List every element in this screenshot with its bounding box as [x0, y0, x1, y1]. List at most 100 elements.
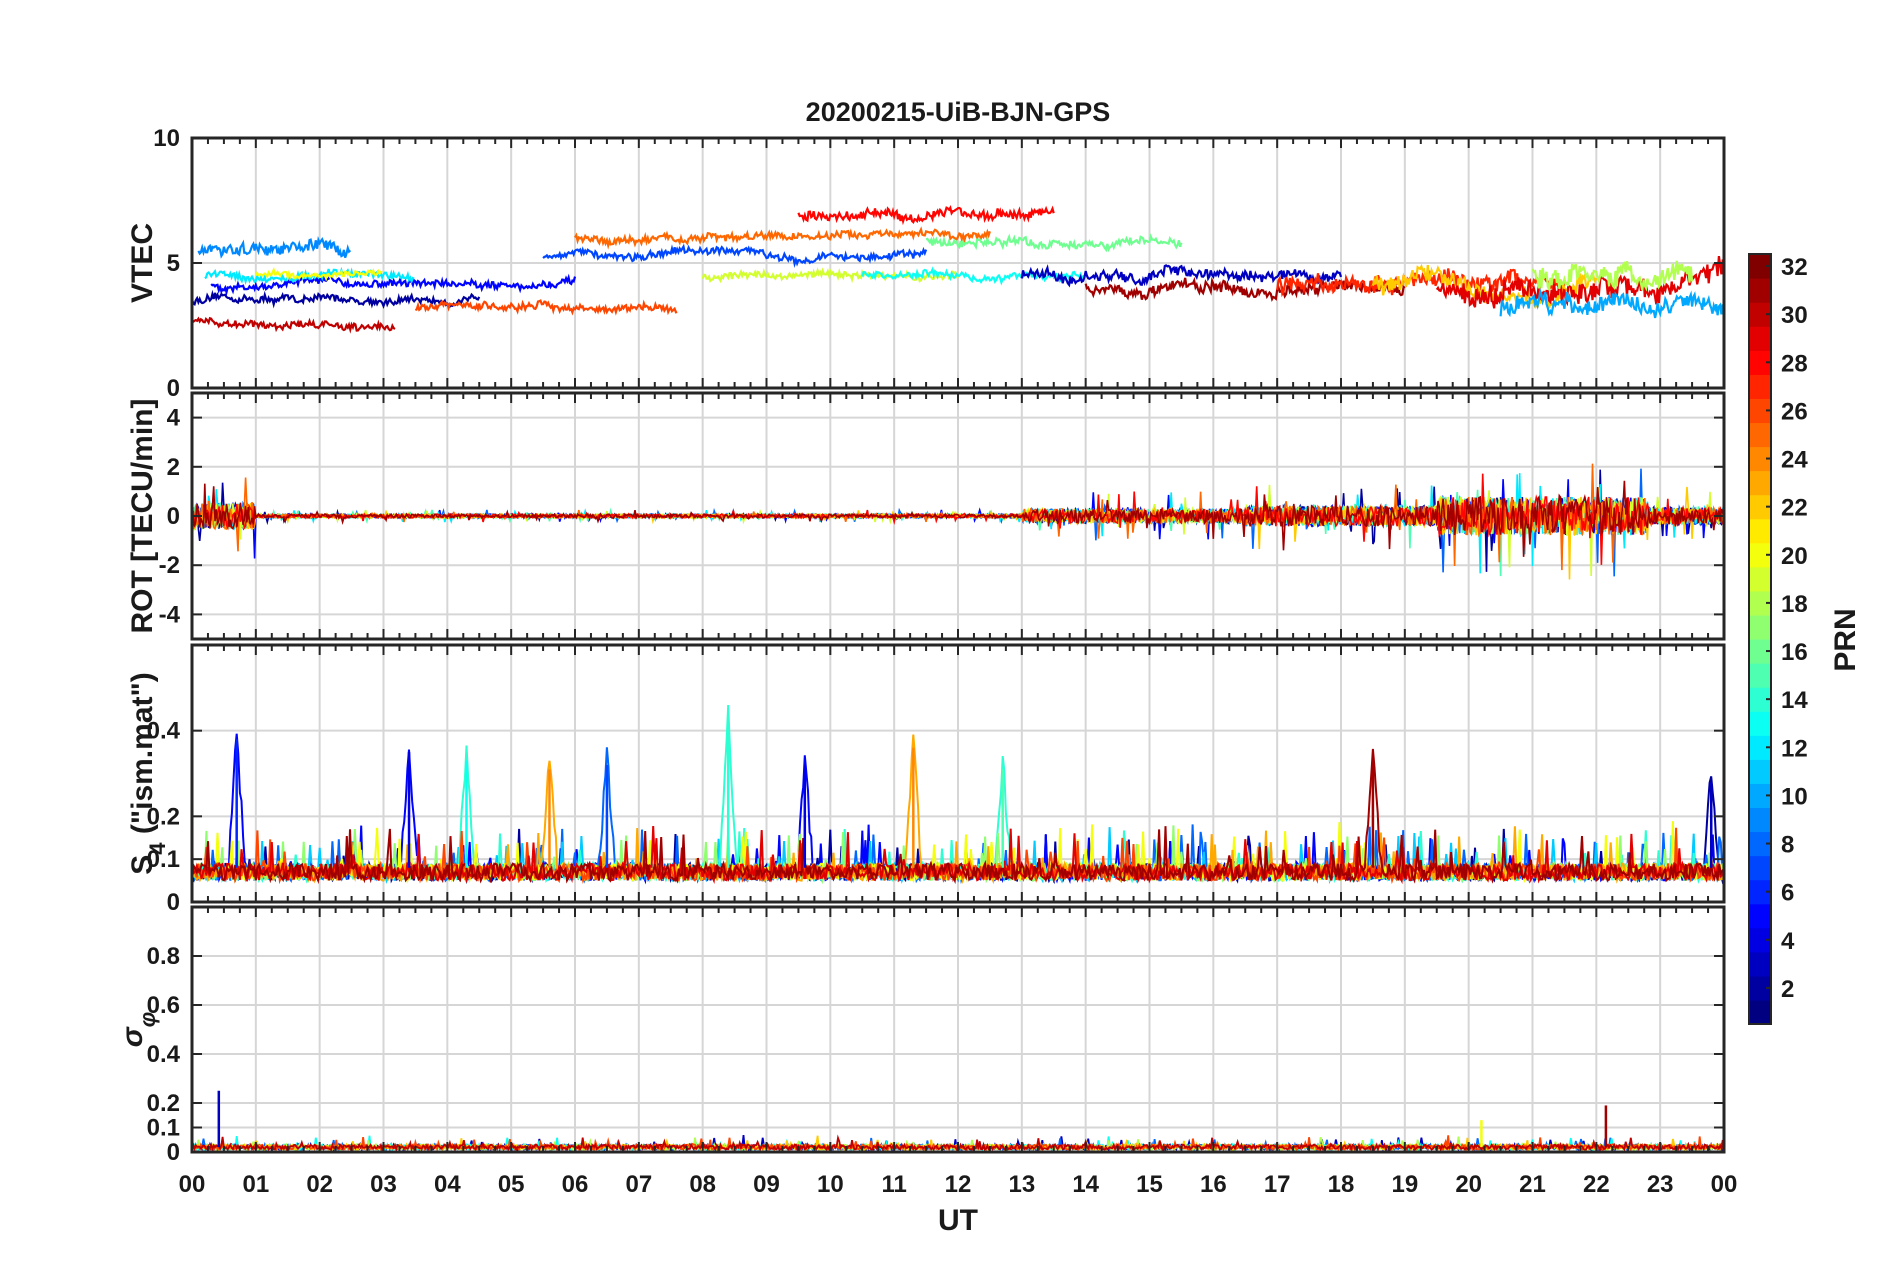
x-tick-label: 05 — [498, 1171, 525, 1198]
x-tick-label: 09 — [753, 1171, 780, 1198]
vtec-line-prn-2 — [192, 289, 481, 310]
colorbar-segment-prn-16 — [1749, 639, 1771, 664]
colorbar-segment-prn-23 — [1749, 470, 1771, 496]
colorbar-frame — [1748, 253, 1772, 1025]
y-tick-label-s4: 0.2 — [147, 803, 180, 830]
x-tick-label: 23 — [1647, 1171, 1674, 1198]
colorbar-segment-prn-18 — [1749, 590, 1771, 616]
colorbar-segment-prn-7 — [1749, 855, 1771, 881]
y-axis-label-sigma_phi: σφ — [116, 1012, 160, 1047]
x-tick-label: 16 — [1200, 1171, 1227, 1198]
colorbar-segment-prn-15 — [1749, 663, 1771, 688]
vtec-line-prn-16 — [925, 233, 1183, 253]
colorbar-segment-prn-27 — [1749, 374, 1771, 399]
colorbar-segment-prn-32 — [1749, 254, 1771, 279]
colorbar-segment-prn-19 — [1749, 566, 1771, 592]
series-group-s4 — [192, 704, 1724, 885]
colorbar-segment-prn-11 — [1749, 759, 1771, 784]
panel-rot: -4 -2 0 2 4 ROT [TECU/min] — [126, 391, 1726, 641]
colorbar-segment-prn-28 — [1749, 350, 1771, 375]
y-label-main: S — [126, 855, 159, 875]
colorbar-segment-prn-8 — [1749, 831, 1771, 857]
y-tick-label-vtec: 10 — [153, 125, 180, 152]
colorbar-segment-prn-4 — [1749, 927, 1771, 953]
colorbar-tick-label: 32 — [1781, 254, 1808, 281]
vtec-line-prn-10 — [1499, 287, 1724, 319]
vtec-line-prn-19 — [701, 266, 959, 284]
y-tick-label-rot: -2 — [159, 552, 180, 579]
y-label-sub: 4 — [145, 842, 170, 855]
vtec-line-prn-26 — [414, 299, 678, 316]
colorbar-tick-label: 2 — [1781, 976, 1794, 1003]
x-tick-label: 13 — [1008, 1171, 1035, 1198]
x-tick-label: 00 — [179, 1171, 206, 1198]
colorbar-segment-prn-1 — [1749, 999, 1771, 1025]
vtec-line-prn-29 — [1435, 255, 1724, 309]
y-tick-label-rot: 2 — [167, 454, 180, 481]
x-tick-label: 00 — [1711, 1171, 1738, 1198]
y-tick-label-rot: 4 — [167, 405, 181, 432]
colorbar-segment-prn-13 — [1749, 711, 1771, 736]
x-tick-label: 22 — [1583, 1171, 1610, 1198]
colorbar-segment-prn-29 — [1749, 326, 1771, 351]
colorbar-segment-prn-17 — [1749, 614, 1771, 640]
x-tick-label: 17 — [1264, 1171, 1291, 1198]
colorbar-segment-prn-21 — [1749, 518, 1771, 544]
vtec-line-prn-7 — [542, 243, 928, 269]
x-tick-label: 10 — [817, 1171, 844, 1198]
colorbar-tick-label: 6 — [1781, 880, 1794, 907]
panel-s4: 00.10.20.4S4 ("ism.mat") — [126, 643, 1726, 916]
y-label-main: σ — [116, 1026, 149, 1047]
x-tick-label: 02 — [306, 1171, 333, 1198]
chart-title: 20200215-UiB-BJN-GPS — [806, 97, 1111, 127]
x-tick-label: 12 — [945, 1171, 972, 1198]
panel-vtec: 0 5 10 VTEC — [126, 125, 1726, 402]
y-label-sub: φ — [135, 1012, 160, 1027]
y-tick-label-sigma_phi: 0.2 — [147, 1090, 180, 1117]
x-tick-label: 06 — [562, 1171, 589, 1198]
x-tick-label: 19 — [1391, 1171, 1418, 1198]
x-tick-label: 03 — [370, 1171, 397, 1198]
vtec-line-prn-18 — [1531, 260, 1694, 293]
colorbar-tick-label: 12 — [1781, 735, 1808, 762]
y-label-rest: ("ism.mat") — [126, 672, 159, 842]
vtec-line-prn-27 — [1276, 268, 1566, 298]
colorbar-tick-label: 30 — [1781, 302, 1808, 329]
y-tick-label-sigma_phi: 0 — [167, 1139, 180, 1166]
colorbar-tick-label: 26 — [1781, 398, 1808, 425]
x-axis-label: UT — [938, 1204, 978, 1237]
colorbar-segment-prn-20 — [1749, 542, 1771, 568]
y-tick-label-s4: 0.4 — [147, 718, 181, 745]
y-axis-label-s4: S4 ("ism.mat") — [126, 672, 170, 874]
colorbar-segment-prn-12 — [1749, 735, 1771, 760]
colorbar-tick-label: 16 — [1781, 639, 1808, 666]
colorbar-segment-prn-6 — [1749, 879, 1771, 905]
y-axis-label-vtec: VTEC — [126, 223, 159, 303]
vtec-line-prn-28 — [797, 205, 1055, 226]
y-tick-label-sigma_phi: 0.1 — [147, 1115, 180, 1142]
colorbar-segment-prn-30 — [1749, 302, 1771, 327]
colorbar-segment-prn-9 — [1749, 807, 1771, 833]
vtec-line-prn-9 — [197, 236, 352, 259]
colorbar-tick-label: 24 — [1781, 447, 1808, 474]
x-tick-label: 08 — [689, 1171, 716, 1198]
colorbar-tick-label: 18 — [1781, 591, 1808, 618]
colorbar-tick-label: 4 — [1781, 928, 1795, 955]
colorbar-tick-label: 14 — [1781, 687, 1808, 714]
colorbar-segment-prn-10 — [1749, 783, 1771, 809]
y-tick-label-sigma_phi: 0.6 — [147, 992, 180, 1019]
colorbar-segment-prn-22 — [1749, 494, 1771, 520]
colorbar-segment-prn-3 — [1749, 951, 1771, 977]
colorbar-tick-label: 8 — [1781, 832, 1794, 859]
colorbar-segment-prn-14 — [1749, 687, 1771, 712]
colorbar-segment-prn-31 — [1749, 278, 1771, 303]
x-tick-label: 01 — [242, 1171, 269, 1198]
y-tick-label-s4: 0 — [167, 889, 180, 916]
rot-line-prn-28 — [192, 473, 1724, 565]
vtec-line-prn-3 — [1020, 264, 1343, 288]
y-tick-label-vtec: 0 — [167, 375, 180, 402]
y-tick-label-sigma_phi: 0.8 — [147, 943, 180, 970]
x-tick-label: 18 — [1328, 1171, 1355, 1198]
